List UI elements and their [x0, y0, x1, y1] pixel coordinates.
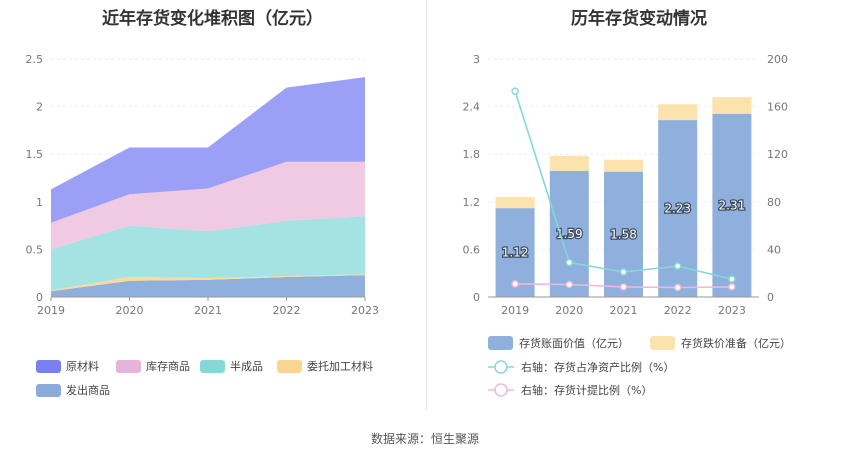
right-left-y-tick-label: 1.8 — [463, 148, 481, 161]
area-series-0 — [51, 275, 365, 297]
right-legend-label: 存货账面价值（亿元） — [519, 336, 629, 350]
line-point-0 — [565, 258, 574, 267]
right-right-y-tick-label: 0 — [767, 291, 774, 304]
bar-series-1 — [495, 197, 535, 209]
area-series-2 — [51, 216, 365, 291]
line-point-0 — [619, 268, 628, 276]
bar-value-label: 2.23 — [664, 202, 691, 216]
bar-series-1 — [658, 104, 698, 121]
right-legend-label: 存货跌价准备（亿元） — [681, 336, 791, 350]
line-point-1 — [728, 283, 736, 291]
left-legend-label: 库存商品 — [146, 359, 190, 373]
left-x-tick-label: 2022 — [273, 304, 301, 317]
right-right-y-tick-label: 200 — [767, 53, 788, 66]
line-point-0 — [511, 87, 519, 95]
left-x-tick-label: 2021 — [194, 304, 222, 317]
right-right-y-tick-label: 120 — [767, 148, 788, 161]
right-left-y-tick-label: 3 — [473, 53, 480, 66]
right-left-y-tick-label: 2.4 — [463, 101, 481, 114]
left-legend-label: 原材料 — [66, 359, 99, 373]
left-legend-swatch — [36, 384, 61, 397]
left-x-tick-label: 2023 — [351, 304, 379, 317]
inventory-bar-chart-panel: 历年存货变动情况 0 0.6 1.2 1.8 2.4 3 0 40 80 120 160 200 1.1… — [428, 0, 850, 410]
bar-series-0 — [604, 171, 643, 297]
right-x-tick-label: 2020 — [555, 304, 583, 317]
area-series-1 — [51, 274, 365, 292]
left-y-tick-label: 2.5 — [26, 53, 44, 66]
area-series-3 — [51, 161, 365, 250]
bar-series-0 — [712, 113, 752, 298]
bar-series-1 — [549, 155, 589, 171]
right-x-tick-label: 2021 — [610, 304, 638, 317]
bar-value-label: 2.31 — [719, 198, 746, 212]
right-x-tick-label: 2023 — [718, 304, 746, 317]
right-right-y-tick-label: 40 — [767, 243, 781, 256]
left-legend-swatch — [200, 360, 225, 373]
left-legend-swatch — [116, 360, 141, 373]
stacked-area-chart: 0 0.5 1 1.5 2 2.5 2019 2020 2021 2022 2023 原材料 库存商品 半… — [26, 53, 379, 397]
right-x-tick-label: 2022 — [664, 304, 692, 317]
left-legend-label: 半成品 — [230, 359, 263, 373]
left-legend-swatch — [277, 360, 302, 373]
right-right-y-tick-label: 160 — [767, 101, 788, 114]
left-y-tick-label: 1.5 — [26, 148, 44, 161]
left-x-tick-label: 2019 — [37, 304, 65, 317]
right-right-y-tick-label: 80 — [767, 196, 781, 209]
right-left-y-tick-label: 0.6 — [463, 243, 481, 256]
bar-value-label: 1.58 — [610, 227, 637, 241]
area-series-4 — [51, 77, 365, 223]
data-source-note: 数据来源：恒生聚源 — [370, 432, 479, 446]
line-point-1 — [565, 280, 574, 289]
right-x-tick-label: 2019 — [501, 304, 529, 317]
left-legend-label: 发出商品 — [66, 383, 110, 397]
left-x-tick-label: 2020 — [116, 304, 144, 317]
panel-divider — [426, 0, 427, 410]
line-point-1 — [511, 280, 519, 288]
left-chart-title: 近年存货变化堆积图（亿元） — [102, 9, 323, 29]
line-point-1 — [673, 283, 682, 292]
left-y-tick-label: 2 — [36, 101, 43, 114]
stacked-area-chart-panel: 近年存货变化堆积图（亿元） 0 0.5 1 1.5 2 2.5 2019 2020 2021 20… — [0, 0, 425, 410]
right-left-y-tick-label: 1.2 — [463, 196, 481, 209]
right-legend-label: 右轴：存货占净资产比例（%） — [521, 360, 674, 374]
left-legend-swatch — [36, 360, 61, 373]
right-left-y-tick-label: 0 — [473, 291, 480, 304]
bar-value-label: 1.12 — [502, 246, 529, 260]
right-legend-label: 右轴：存货计提比例（%） — [521, 383, 652, 397]
bar-series-0 — [549, 170, 589, 297]
right-legend-marker — [494, 360, 508, 374]
right-legend-swatch — [488, 336, 513, 350]
left-y-tick-label: 1 — [36, 196, 43, 209]
bar-series-1 — [604, 159, 643, 172]
left-legend-label: 委托加工材料 — [307, 359, 373, 373]
line-point-1 — [619, 283, 628, 291]
right-chart-title: 历年存货变动情况 — [571, 9, 707, 29]
right-legend-swatch — [650, 336, 675, 350]
left-y-tick-label: 0 — [36, 291, 43, 304]
line-point-0 — [728, 275, 736, 283]
bar-series-1 — [712, 97, 752, 114]
left-y-tick-label: 0.5 — [26, 243, 44, 256]
line-point-0 — [673, 262, 682, 270]
right-legend-marker — [494, 383, 508, 397]
